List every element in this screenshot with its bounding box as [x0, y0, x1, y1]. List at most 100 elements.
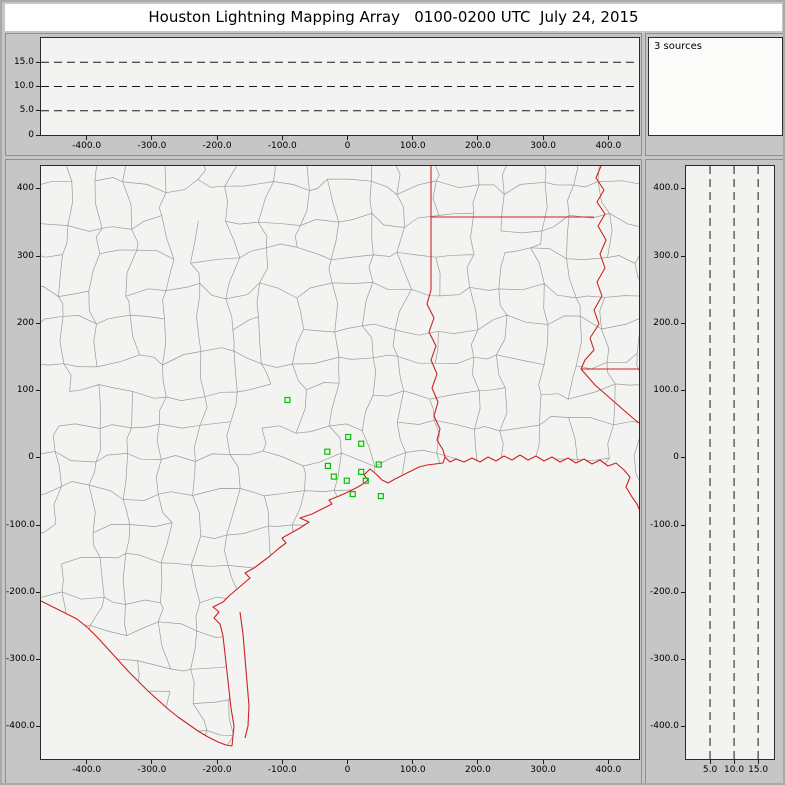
x-tick-mark: [709, 760, 711, 764]
plan-view-map-plot[interactable]: [40, 165, 640, 760]
y-tick-label: 0: [28, 452, 34, 463]
x-tick-label: 10.0: [724, 765, 745, 775]
x-tick-mark: [216, 760, 218, 764]
sources-box: 3 sources: [648, 37, 783, 136]
y-tick-mark: [36, 134, 40, 136]
x-tick-mark: [281, 136, 283, 140]
state-border-coastline: [41, 600, 233, 747]
y-tick-mark: [36, 457, 40, 459]
x-tick-mark: [733, 760, 735, 764]
y-tick-label: 200.0: [653, 317, 679, 328]
altitude-ns-plot[interactable]: [685, 165, 775, 760]
altitude-ew-panel: -400.0 -300.0 -200.0 -100.0 0 100.0 200.0 300.0…: [5, 33, 642, 156]
y-tick-label: -400.0: [649, 721, 679, 732]
y-tick-label: -300.0: [649, 653, 679, 664]
y-tick-mark: [681, 390, 685, 392]
y-tick-label: 5.0: [19, 105, 34, 116]
state-border-coastline: [580, 166, 607, 370]
lma-station-marker: [375, 461, 382, 468]
x-tick-label: -400.0: [72, 765, 102, 775]
y-tick-mark: [36, 524, 40, 526]
x-tick-label: 15.0: [748, 765, 769, 775]
state-border-coastline: [580, 368, 639, 424]
x-tick-label: -100.0: [267, 765, 297, 775]
altitude-ew-canvas: [41, 61, 639, 112]
y-tick-label: 400.0: [653, 183, 679, 194]
page-title: Houston Lightning Mapping Array 0100-020…: [5, 4, 782, 31]
x-tick-label: -200.0: [202, 765, 232, 775]
y-tick-label: -100.0: [649, 519, 679, 530]
y-tick-mark: [681, 457, 685, 459]
x-tick-label: 0: [344, 141, 351, 151]
lma-station-marker: [377, 493, 384, 500]
x-tick-label: -400.0: [72, 141, 102, 151]
x-tick-mark: [216, 136, 218, 140]
x-tick-mark: [477, 760, 479, 764]
altitude-ns-panel: 5.0 10.0 15.0 400.0 300.0 200.0 100.0 0 -100.0 -2…: [645, 159, 783, 783]
map-canvas: [41, 166, 639, 747]
county-boundaries: [41, 166, 639, 746]
y-tick-label: 300: [16, 250, 34, 261]
state-border-coastline: [239, 611, 250, 739]
x-tick-label: -300.0: [137, 141, 167, 151]
x-tick-mark: [151, 136, 153, 140]
plan-view-map-panel: -400.0 -300.0 -200.0 -100.0 0 100.0 200.0 300.0…: [5, 159, 642, 783]
x-tick-label: -200.0: [202, 141, 232, 151]
y-tick-label: -400.0: [6, 721, 36, 732]
y-tick-label: 100.0: [653, 385, 679, 396]
x-tick-label: -100.0: [267, 141, 297, 151]
x-tick-mark: [542, 760, 544, 764]
x-tick-mark: [757, 760, 759, 764]
x-tick-label: 100.0: [399, 141, 426, 151]
y-tick-mark: [36, 658, 40, 660]
x-tick-label: 300.0: [530, 765, 557, 775]
x-tick-mark: [86, 760, 88, 764]
y-tick-mark: [681, 255, 685, 257]
x-tick-mark: [477, 136, 479, 140]
state-border-coastline: [212, 454, 639, 747]
x-tick-label: 100.0: [399, 765, 426, 775]
lma-station-marker: [349, 491, 356, 498]
y-tick-label: 15.0: [13, 56, 34, 67]
y-tick-mark: [36, 61, 40, 63]
x-tick-label: 5.0: [702, 765, 718, 775]
x-tick-label: 400.0: [595, 765, 622, 775]
lma-station-marker: [358, 440, 365, 447]
y-tick-label: 100: [16, 385, 34, 396]
lma-station-marker: [343, 477, 350, 484]
x-tick-mark: [151, 760, 153, 764]
lma-station-marker: [345, 433, 352, 441]
y-tick-mark: [36, 322, 40, 324]
y-tick-label: -100.0: [6, 519, 36, 530]
x-tick-label: 0: [344, 765, 351, 775]
y-tick-label: 0: [673, 452, 679, 463]
lma-station-marker: [362, 477, 369, 484]
altitude-ew-plot[interactable]: [40, 37, 640, 136]
altitude-ns-canvas: [709, 166, 759, 759]
x-tick-label: 300.0: [530, 141, 557, 151]
x-tick-mark: [346, 136, 348, 140]
y-tick-mark: [681, 188, 685, 190]
y-tick-mark: [681, 524, 685, 526]
x-tick-mark: [412, 760, 414, 764]
y-tick-mark: [36, 188, 40, 190]
y-tick-mark: [36, 726, 40, 728]
x-tick-label: 200.0: [465, 141, 491, 151]
y-tick-mark: [36, 591, 40, 593]
y-tick-mark: [681, 726, 685, 728]
y-tick-mark: [36, 255, 40, 257]
y-tick-mark: [681, 591, 685, 593]
x-tick-label: -300.0: [137, 765, 167, 775]
x-tick-label: 400.0: [595, 141, 622, 151]
x-tick-mark: [542, 136, 544, 140]
y-tick-mark: [36, 390, 40, 392]
y-tick-label: 200: [16, 317, 34, 328]
lma-station-marker: [358, 468, 365, 475]
sources-count-label: 3 sources: [654, 41, 702, 52]
y-tick-label: -200.0: [649, 586, 679, 597]
y-tick-mark: [36, 110, 40, 112]
x-tick-mark: [412, 136, 414, 140]
y-tick-mark: [681, 658, 685, 660]
y-tick-label: 0: [28, 129, 34, 140]
